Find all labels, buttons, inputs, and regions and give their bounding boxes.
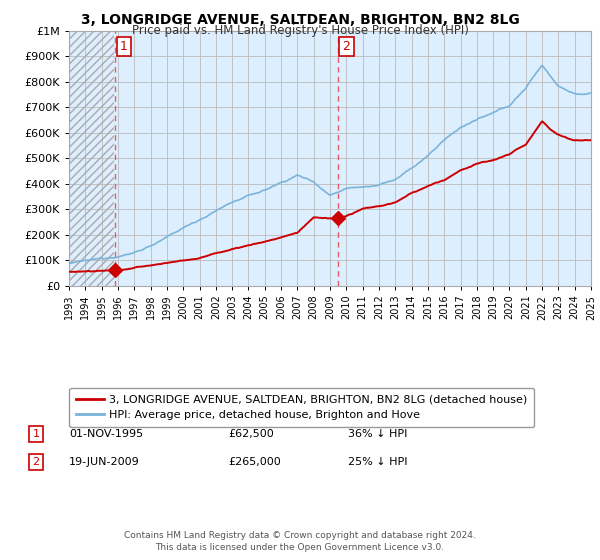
Text: 2: 2 (343, 40, 350, 53)
Text: Contains HM Land Registry data © Crown copyright and database right 2024.
This d: Contains HM Land Registry data © Crown c… (124, 531, 476, 552)
Text: 1: 1 (32, 429, 40, 439)
Bar (69, 31, 113, 286)
Text: Price paid vs. HM Land Registry's House Price Index (HPI): Price paid vs. HM Land Registry's House … (131, 24, 469, 37)
Text: £62,500: £62,500 (228, 429, 274, 439)
Text: 36% ↓ HPI: 36% ↓ HPI (348, 429, 407, 439)
Text: 19-JUN-2009: 19-JUN-2009 (69, 457, 140, 467)
Text: 3, LONGRIDGE AVENUE, SALTDEAN, BRIGHTON, BN2 8LG: 3, LONGRIDGE AVENUE, SALTDEAN, BRIGHTON,… (80, 13, 520, 27)
Text: 2: 2 (32, 457, 40, 467)
Text: 1: 1 (120, 40, 128, 53)
Legend: 3, LONGRIDGE AVENUE, SALTDEAN, BRIGHTON, BN2 8LG (detached house), HPI: Average : 3, LONGRIDGE AVENUE, SALTDEAN, BRIGHTON,… (70, 388, 534, 427)
Text: 25% ↓ HPI: 25% ↓ HPI (348, 457, 407, 467)
Text: £265,000: £265,000 (228, 457, 281, 467)
Text: 01-NOV-1995: 01-NOV-1995 (69, 429, 143, 439)
